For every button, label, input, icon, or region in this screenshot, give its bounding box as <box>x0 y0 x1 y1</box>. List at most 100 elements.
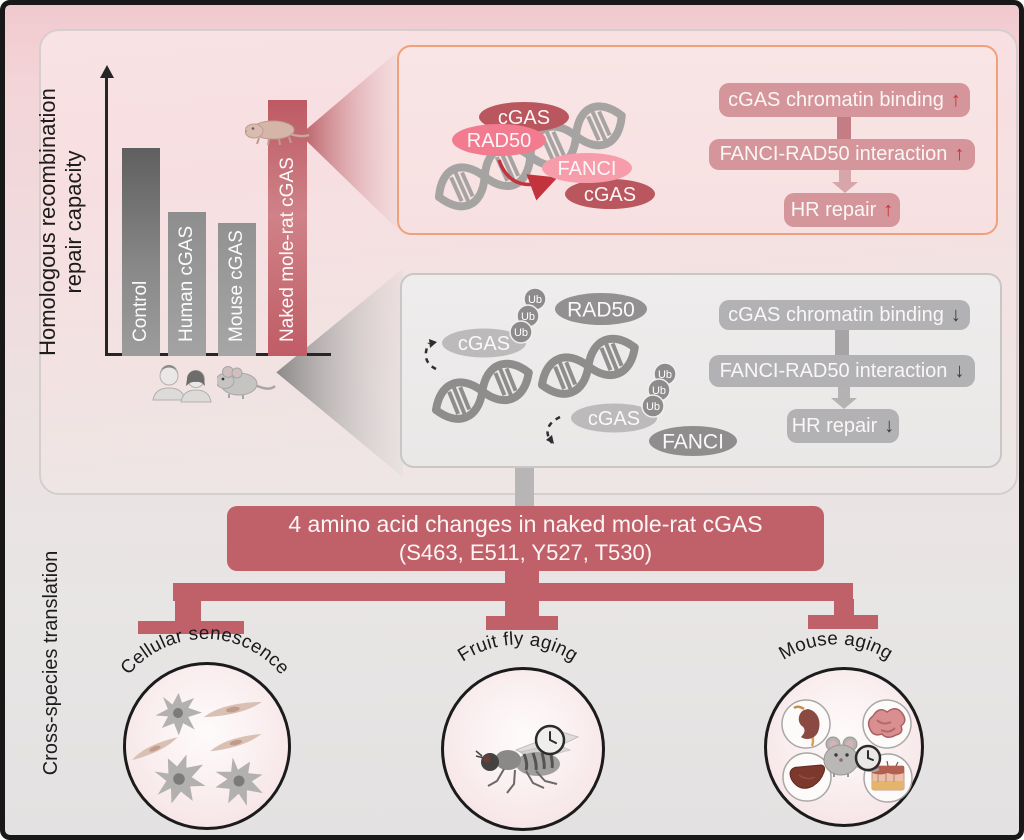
naked-mole-rat-icon <box>245 120 310 146</box>
down-arrow-icon: ↓ <box>884 414 895 437</box>
banner-line2: (S463, E511, Y527, T530) <box>398 540 653 565</box>
step-label: cGAS chromatin binding <box>728 88 944 111</box>
eviction-dashed-arrow-1 <box>424 342 437 371</box>
bar-control: Control <box>122 148 160 356</box>
mouse-organs-clock-icon <box>781 699 913 803</box>
step-hr-repair-down: HR repair ↓ <box>787 409 899 443</box>
dna-helix <box>435 102 626 211</box>
kidney-icon <box>781 699 831 749</box>
bar-mouse-cgas: Mouse cGAS <box>218 223 256 356</box>
step-connector-2-stem <box>838 387 850 398</box>
fruit-fly-clock-icon <box>475 724 580 794</box>
y-axis <box>105 77 108 356</box>
bar-human-cgas: Human cGAS <box>168 212 206 356</box>
dna-helix-broken-1 <box>432 359 533 423</box>
ub-tag: Ub <box>646 401 660 413</box>
fanci-oval-label: FANCI <box>558 158 617 180</box>
bar-human-cgas-label: Human cGAS <box>176 225 197 342</box>
step-label: HR repair <box>791 414 878 437</box>
ub-tag: Ub <box>652 385 666 397</box>
dna-helix-broken-2 <box>538 334 639 398</box>
step-connector-1 <box>837 117 851 139</box>
cgas-ub-oval-1 <box>442 328 526 358</box>
human-couple-icon <box>152 365 212 403</box>
fruit-fly-aging-circle <box>441 667 605 831</box>
step-fanci-rad50-interaction-down: FANCI-RAD50 interaction ↓ <box>709 355 975 387</box>
nmr-cgas-mechanism-panel: cGAS RAD50 cGAS FANCI cGAS chromatin bin… <box>397 45 998 235</box>
ub-tag: Ub <box>521 311 535 323</box>
up-arrow-icon: ↑ <box>950 88 961 111</box>
ub-tag: Ub <box>514 327 528 339</box>
inhibition-tbar-center <box>486 616 558 630</box>
step-label: FANCI-RAD50 interaction <box>719 359 948 382</box>
step-connector-2-arrowhead <box>831 398 857 409</box>
fanci-free-oval <box>649 426 737 456</box>
up-arrow-icon: ↑ <box>883 198 894 221</box>
fanci-free-oval-label: FANCI <box>662 430 724 453</box>
branch-left-stem <box>175 599 201 623</box>
branch-right-stem <box>834 599 854 617</box>
step-label: FANCI-RAD50 interaction <box>719 143 948 165</box>
step-fanci-rad50-interaction-up: FANCI-RAD50 interaction ↑ <box>709 139 975 170</box>
step-cgas-chromatin-binding-up: cGAS chromatin binding ↑ <box>719 83 970 117</box>
bar-control-label: Control <box>130 280 151 342</box>
cgas-oval-1-label: cGAS <box>498 107 550 129</box>
rad50-oval <box>452 124 546 156</box>
cross-species-title: Cross-species translation <box>32 523 70 803</box>
mouse-aging-label: Mouse aging <box>775 627 897 663</box>
step-hr-repair-up: HR repair ↑ <box>784 193 900 227</box>
eviction-arrowhead-2 <box>546 435 554 444</box>
svg-text:Fruit fly aging: Fruit fly aging <box>454 628 582 666</box>
intestine-icon <box>862 699 912 749</box>
cgas-oval-2-label: cGAS <box>584 184 636 206</box>
rad50-to-fanci-arrow <box>497 159 558 201</box>
liver-icon <box>782 752 832 802</box>
senescent-cells-icon <box>129 689 274 817</box>
bar-mouse-cgas-label: Mouse cGAS <box>226 230 247 342</box>
panel-to-banner-connector <box>515 468 534 508</box>
cellular-senescence-circle <box>123 662 291 830</box>
rad50-free-oval <box>555 293 647 325</box>
cgas-ub-oval-2-label: cGAS <box>588 408 640 430</box>
y-axis-arrowhead <box>100 65 114 78</box>
cross-species-title-text: Cross-species translation <box>39 550 62 776</box>
step-label: cGAS chromatin binding <box>728 303 944 326</box>
fruit-fly-aging-label: Fruit fly aging <box>454 628 582 666</box>
svg-text:Mouse aging: Mouse aging <box>775 627 897 663</box>
step-label: HR repair <box>790 198 877 221</box>
amino-acid-banner: 4 amino acid changes in naked mole-rat c… <box>227 506 824 571</box>
hr-axis-title-line1: Homologous recombination <box>35 88 61 356</box>
clock-icon <box>534 724 566 756</box>
mouse-aging-circle <box>764 667 924 827</box>
ubiquitin-chain-2: Ub Ub Ub <box>641 362 677 418</box>
ubiquitin-chain-1: Ub Ub Ub <box>509 287 547 344</box>
branch-center-stem <box>505 569 539 618</box>
mouse-icon <box>217 366 276 399</box>
inhibition-tbar-left <box>138 621 244 634</box>
nmr-mechanism-art: cGAS RAD50 cGAS FANCI <box>435 102 655 211</box>
up-arrow-icon: ↑ <box>954 143 965 165</box>
step-connector-2-stem <box>839 170 851 182</box>
cgas-ub-oval-1-label: cGAS <box>458 333 510 355</box>
rad50-oval-label: RAD50 <box>467 130 531 152</box>
rad50-free-oval-label: RAD50 <box>567 298 635 321</box>
ub-tag: Ub <box>528 294 542 306</box>
down-arrow-icon: ↓ <box>950 303 961 326</box>
step-cgas-chromatin-binding-down: cGAS chromatin binding ↓ <box>719 300 970 330</box>
cgas-ub-oval-2 <box>571 403 657 433</box>
hr-axis-title-line2: repair capacity <box>61 150 86 294</box>
inhibition-tbar-right <box>808 615 878 629</box>
clock-icon <box>854 744 882 772</box>
eviction-dashed-arrow-2 <box>546 415 561 444</box>
step-connector-2-arrowhead <box>832 182 858 193</box>
cgas-oval-2 <box>565 179 655 209</box>
eviction-arrowhead-1 <box>429 339 437 348</box>
step-connector-1 <box>835 330 849 355</box>
down-arrow-icon: ↓ <box>954 359 965 382</box>
fanci-oval <box>542 153 632 183</box>
banner-line1: 4 amino acid changes in naked mole-rat c… <box>288 511 763 537</box>
other-mechanism-art: cGAS Ub Ub Ub RAD50 cGAS Ub Ub Ub <box>424 287 737 456</box>
skin-icon <box>863 753 913 803</box>
other-cgas-mechanism-panel: cGAS Ub Ub Ub RAD50 cGAS Ub Ub Ub <box>400 273 1002 468</box>
